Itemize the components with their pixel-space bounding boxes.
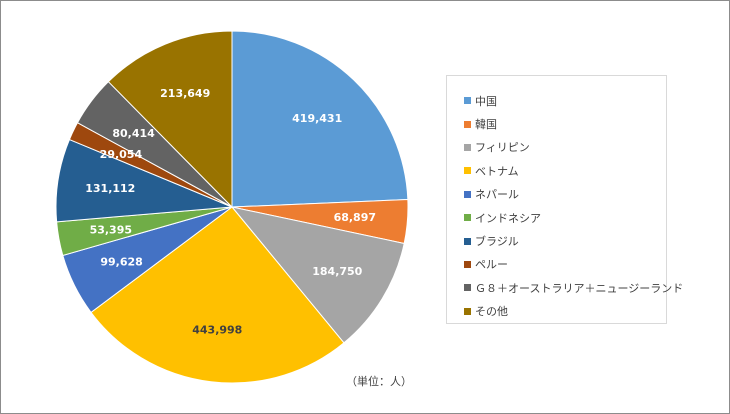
legend-label-7: ペルー bbox=[475, 258, 508, 272]
legend-label-3: ベトナム bbox=[475, 164, 519, 178]
legend-label-9: その他 bbox=[475, 305, 508, 319]
data-label-8: 80,414 bbox=[112, 127, 155, 140]
legend-label-1: 韓国 bbox=[475, 118, 497, 132]
legend-item-7: ペルー bbox=[464, 253, 666, 276]
data-label-7: 29,054 bbox=[100, 148, 143, 161]
data-label-0: 419,431 bbox=[292, 112, 342, 125]
data-label-4: 99,628 bbox=[100, 256, 142, 269]
legend-item-8: Ｇ８＋オーストラリア＋ニュージーランド bbox=[464, 276, 683, 299]
legend-label-5: インドネシア bbox=[475, 211, 541, 225]
legend-item-2: フィリピン bbox=[464, 136, 666, 159]
legend-swatch-0 bbox=[464, 97, 471, 105]
legend-label-8: Ｇ８＋オーストラリア＋ニュージーランド bbox=[475, 281, 684, 295]
data-label-1: 68,897 bbox=[334, 211, 376, 224]
pie-slice-3 bbox=[90, 206, 345, 384]
data-label-6: 131,112 bbox=[85, 182, 135, 195]
pie-slice-9 bbox=[107, 30, 233, 209]
legend-swatch-8 bbox=[464, 284, 471, 292]
legend-item-1: 韓国 bbox=[464, 112, 666, 135]
legend-item-3: ベトナム bbox=[464, 159, 666, 182]
legend-swatch-5 bbox=[464, 214, 471, 222]
legend-swatch-3 bbox=[464, 167, 471, 175]
legend-item-9: その他 bbox=[464, 300, 666, 323]
pie-slice-2 bbox=[230, 206, 405, 344]
legend-label-6: ブラジル bbox=[475, 235, 519, 249]
legend-item-4: ネパール bbox=[464, 183, 666, 206]
legend-label-4: ネパール bbox=[475, 188, 519, 202]
pie-slice-0 bbox=[231, 30, 409, 208]
legend-item-5: インドネシア bbox=[464, 206, 666, 229]
legend-swatch-6 bbox=[464, 237, 471, 245]
legend-swatch-1 bbox=[464, 120, 471, 128]
legend-swatch-4 bbox=[464, 190, 471, 198]
legend-item-6: ブラジル bbox=[464, 229, 666, 252]
data-label-3: 443,998 bbox=[192, 323, 242, 336]
legend-label-2: フィリピン bbox=[475, 141, 530, 155]
legend-swatch-7 bbox=[464, 260, 471, 268]
data-label-9: 213,649 bbox=[160, 87, 210, 100]
data-label-5: 53,395 bbox=[90, 223, 132, 236]
legend-label-0: 中国 bbox=[475, 94, 497, 108]
data-label-2: 184,750 bbox=[312, 265, 362, 278]
legend-item-0: 中国 bbox=[464, 89, 666, 112]
unit-note: （単位：人） bbox=[346, 375, 412, 388]
chart-legend: 中国韓国フィリピンベトナムネパールインドネシア ブラジルペルー Ｇ８＋オーストラリア… bbox=[446, 75, 683, 324]
legend-swatch-2 bbox=[464, 143, 471, 151]
legend-swatch-9 bbox=[464, 307, 471, 315]
